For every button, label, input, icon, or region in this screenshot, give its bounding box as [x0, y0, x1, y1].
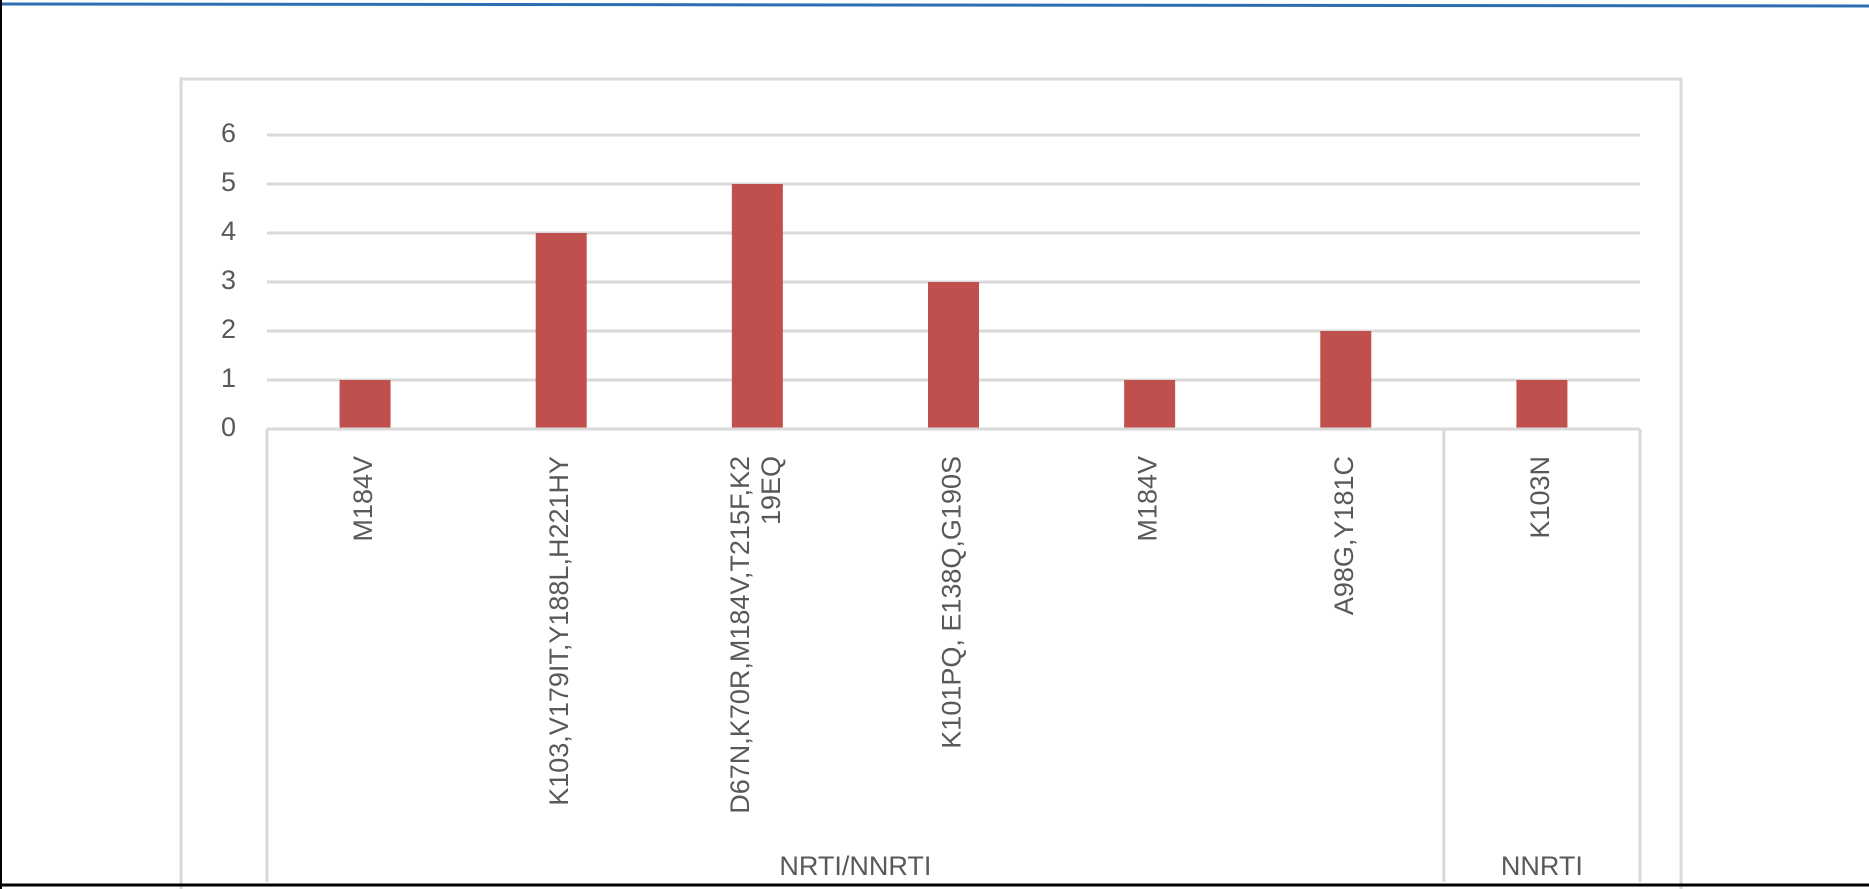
x-tick-label: K101PQ, E138Q,G190S	[937, 456, 967, 749]
x-tick-label: K103N	[1525, 456, 1555, 539]
y-tick-label: 1	[221, 363, 236, 393]
x-tick-label: M184V	[348, 456, 378, 542]
chart-area	[179, 77, 1683, 889]
top-border	[0, 2, 1869, 8]
y-tick-label: 4	[221, 216, 236, 246]
group-label: NRTI/NNRTI	[779, 851, 931, 881]
bar	[339, 380, 391, 429]
y-tick-label: 6	[221, 118, 236, 148]
bar	[928, 282, 979, 429]
x-tick-label: D67N,K70R,M184V,T215F,K219EQ	[725, 456, 786, 814]
bar	[1124, 380, 1176, 429]
y-tick-label: 3	[221, 265, 236, 295]
x-tick-label: M184V	[1133, 456, 1163, 542]
bar	[535, 233, 587, 429]
bar	[1320, 331, 1372, 429]
y-tick-label: 0	[221, 412, 236, 442]
y-tick-label: 5	[221, 167, 236, 197]
y-tick-label: 2	[221, 314, 236, 344]
group-label: NNRTI	[1501, 851, 1583, 881]
x-tick-label: A98G,Y181C	[1329, 456, 1359, 615]
bar	[1516, 380, 1568, 429]
x-tick-label: K103,V179IT,Y188L,H221HY	[544, 456, 574, 806]
bar	[731, 184, 783, 429]
